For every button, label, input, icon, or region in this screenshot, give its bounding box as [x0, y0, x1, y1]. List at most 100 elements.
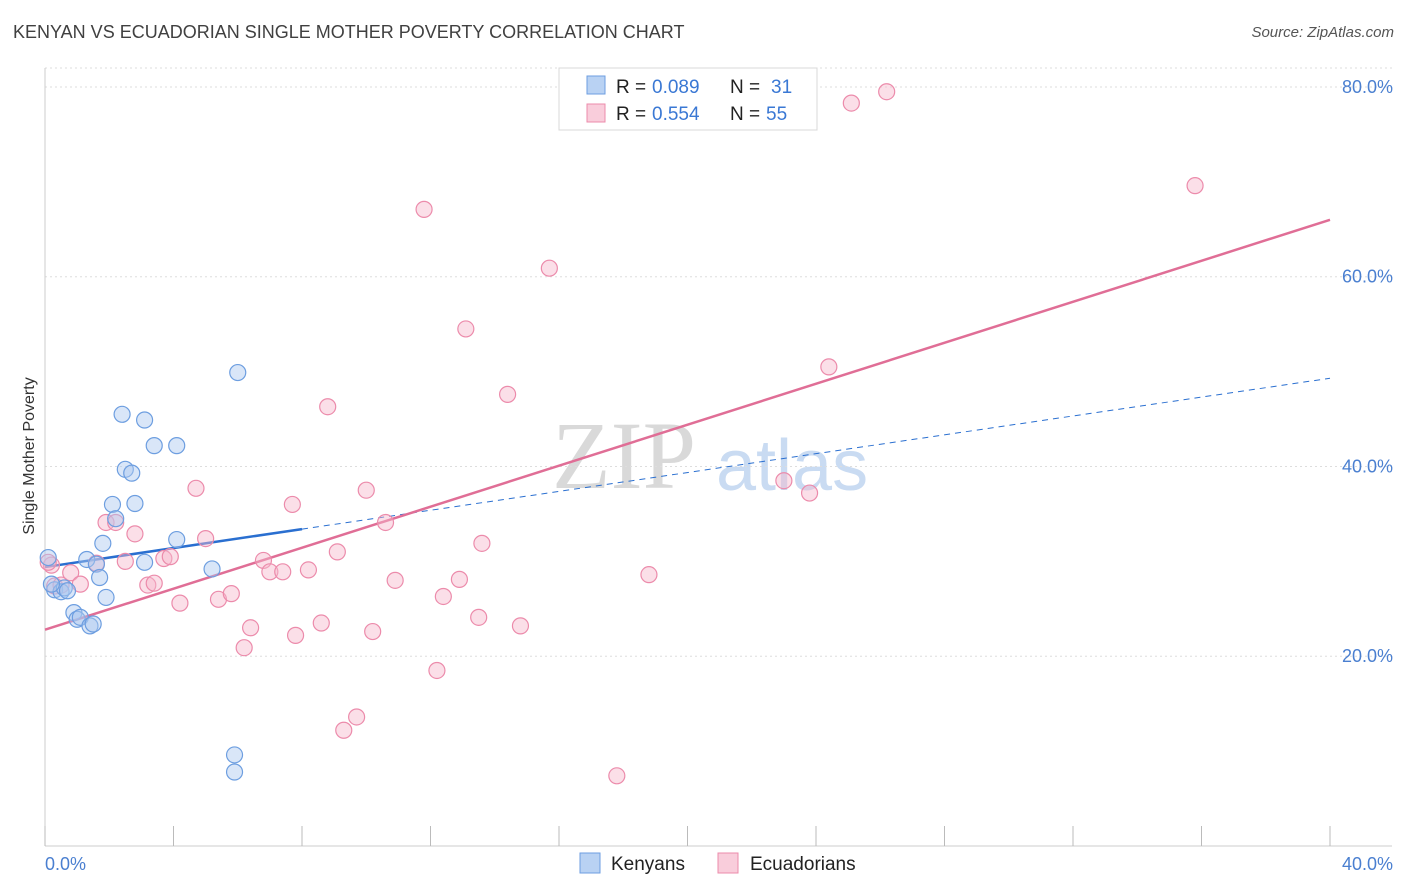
- ecuadorians-point: [197, 529, 215, 548]
- kenyans-point: [87, 555, 106, 573]
- ecuadorians-point: [312, 614, 330, 632]
- ecuadorians-point: [540, 259, 558, 277]
- ecuadorians-point: [608, 767, 626, 785]
- bottom-legend-swatch-ecuadorians: [717, 852, 739, 874]
- legend-r-value-kenyans: 0.089: [652, 77, 700, 98]
- legend-n-value-ecuadorians: 55: [766, 104, 787, 125]
- legend-r-label-kenyans: R =: [616, 77, 646, 98]
- bottom-legend-swatch-kenyans: [579, 852, 601, 874]
- kenyans-point: [58, 582, 77, 600]
- ecuadorians-point: [434, 587, 452, 606]
- gridlines: [45, 67, 1392, 657]
- ecuadorians-point: [155, 549, 173, 568]
- kenyans-point: [203, 560, 221, 578]
- ecuadorians-point: [1186, 177, 1204, 195]
- ecuadorians-point: [126, 525, 144, 543]
- ecuadorians-point: [376, 513, 395, 532]
- ecuadorians-point: [145, 574, 163, 592]
- kenyans-point: [135, 553, 154, 571]
- ecuadorians-point: [235, 639, 253, 657]
- ecuadorians-point: [775, 472, 793, 490]
- kenyans-point: [225, 746, 244, 764]
- ecuadorians-point: [222, 585, 240, 603]
- ecuadorians-point: [470, 608, 488, 626]
- ecuadorians-point: [161, 548, 179, 566]
- ecuadorians-point: [457, 320, 475, 338]
- x-tick-label: 0.0%: [45, 854, 86, 874]
- kenyans-point: [113, 405, 131, 423]
- kenyans-point: [78, 550, 96, 569]
- legend: R = 0.089 N = 31 R = 0.554 N = 55: [558, 67, 818, 131]
- axes: [44, 68, 1392, 847]
- trend-lines: [44, 218, 1331, 631]
- y-tick-labels: 20.0% 40.0% 60.0% 80.0%: [1342, 77, 1393, 666]
- kenyans-point: [55, 579, 73, 597]
- ecuadorians-point: [428, 661, 446, 680]
- ecuadorians-point: [62, 564, 80, 582]
- ecuadorians-point: [640, 566, 658, 584]
- ecuadorians-point: [299, 561, 318, 579]
- source-label: Source: ZipAtlas.com: [1251, 24, 1394, 41]
- kenyans-trend-line: [44, 527, 303, 569]
- ecuadorians-point: [820, 358, 838, 376]
- ecuadorians-point: [335, 721, 353, 739]
- ecuadorians-point: [386, 571, 404, 589]
- ecuadorians-point: [39, 553, 57, 571]
- legend-swatch-kenyans: [586, 75, 606, 95]
- kenyans-point: [126, 494, 144, 513]
- legend-r-label-ecuadorians: R =: [616, 104, 646, 125]
- kenyans-point: [123, 464, 141, 482]
- data-points: [39, 83, 1204, 785]
- legend-r-value-ecuadorians: 0.554: [652, 104, 700, 125]
- kenyans-point: [103, 495, 122, 514]
- ecuadorians-point: [800, 484, 819, 502]
- ecuadorians-point: [348, 708, 366, 726]
- ecuadorians-point: [187, 479, 205, 497]
- kenyans-trend-extension: [301, 377, 1331, 530]
- bottom-legend-kenyans: Kenyans: [611, 854, 685, 875]
- y-tick-label: 20.0%: [1342, 646, 1393, 666]
- kenyans-point: [91, 568, 109, 587]
- ecuadorians-point: [286, 626, 305, 644]
- kenyans-point: [135, 411, 154, 429]
- ecuadorians-point: [328, 543, 346, 561]
- kenyans-point: [84, 615, 102, 633]
- bottom-legend-ecuadorians: Ecuadorians: [750, 854, 856, 875]
- chart-title: KENYAN VS ECUADORIAN SINGLE MOTHER POVER…: [13, 22, 685, 42]
- kenyans-point: [39, 548, 57, 567]
- legend-swatch-ecuadorians: [586, 103, 606, 123]
- ecuadorians-point: [415, 200, 433, 218]
- ecuadorians-point: [842, 94, 860, 112]
- watermark-zip: ZIP: [552, 402, 696, 509]
- ecuadorians-point: [107, 513, 125, 532]
- ecuadorians-point: [261, 563, 279, 581]
- ecuadorians-point: [511, 617, 530, 635]
- kenyans-point: [168, 437, 186, 455]
- kenyans-point: [94, 534, 112, 552]
- ecuadorians-point: [171, 594, 189, 612]
- ecuadorians-point: [499, 385, 517, 403]
- ecuadorians-point: [274, 563, 292, 581]
- bottom-legend: Kenyans Ecuadorians: [579, 852, 856, 875]
- ecuadorians-point: [242, 619, 260, 637]
- kenyans-point: [225, 763, 244, 781]
- kenyans-point: [107, 510, 125, 528]
- ecuadorians-point: [139, 576, 157, 594]
- y-tick-label: 40.0%: [1342, 456, 1393, 476]
- ecuadorians-point: [473, 534, 491, 552]
- ecuadorians-point: [319, 398, 337, 416]
- kenyans-point: [97, 588, 115, 607]
- ecuadorians-point: [97, 513, 115, 532]
- ecuadorians-point: [364, 622, 382, 641]
- ecuadorians-point: [878, 83, 896, 101]
- ecuadorians-trend-line: [44, 218, 1331, 631]
- kenyans-point: [168, 530, 186, 549]
- x-tick-label: 40.0%: [1342, 854, 1393, 874]
- ecuadorians-point: [450, 570, 469, 588]
- legend-n-label-kenyans: N =: [730, 77, 760, 98]
- legend-n-label-ecuadorians: N =: [730, 104, 760, 125]
- x-tick-labels: 0.0% 40.0%: [45, 854, 1393, 874]
- kenyans-point: [229, 363, 247, 382]
- y-tick-label: 80.0%: [1342, 77, 1393, 97]
